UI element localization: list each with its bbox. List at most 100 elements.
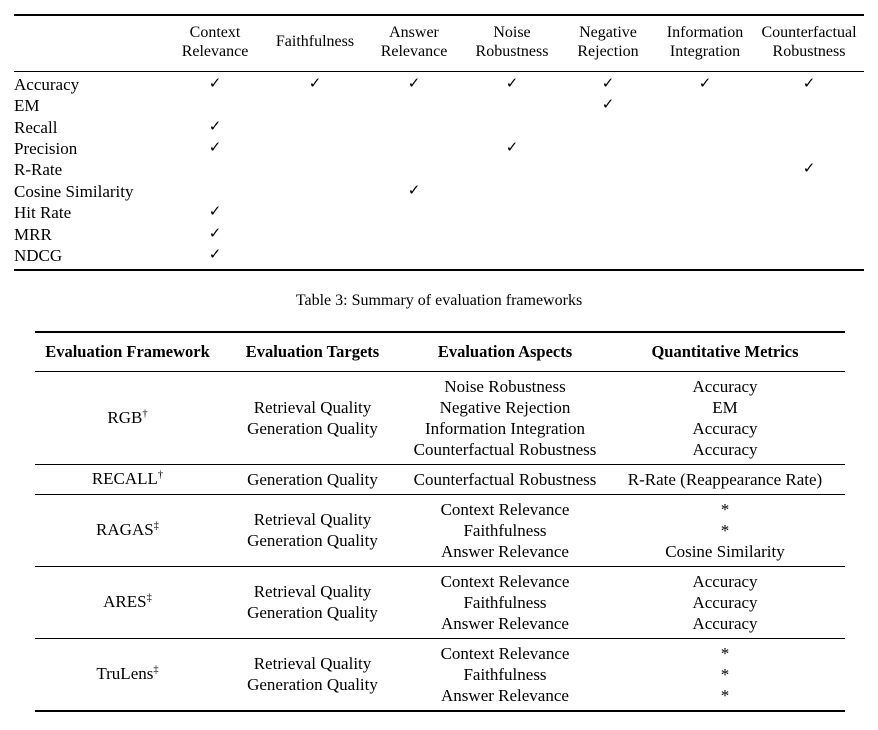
empty-cell [754, 202, 864, 223]
target-line: Retrieval Quality [253, 654, 372, 674]
framework-name: RECALL [91, 469, 158, 489]
empty-cell [656, 95, 754, 116]
metric-line: R-Rate (Reappearance Rate) [627, 469, 823, 489]
target-line: Retrieval Quality [253, 510, 372, 530]
empty-cell [464, 117, 560, 138]
checkmark: ✓ [601, 97, 615, 114]
matrix-column-header: Information Integration [666, 24, 744, 60]
empty-cell [656, 181, 754, 202]
metric-line: * [720, 499, 730, 519]
empty-cell [754, 95, 864, 116]
metric-line: Accuracy [692, 439, 758, 459]
metric-label: Recall [14, 117, 58, 137]
empty-cell [464, 245, 560, 270]
framework-name: TruLens [96, 664, 154, 684]
evaluation-targets-cell: Retrieval Quality Generation Quality [220, 371, 405, 464]
frameworks-column-header: Evaluation Aspects [437, 342, 573, 361]
matrix-row: Accuracy ✓ ✓ ✓ ✓ ✓ ✓ ✓ [14, 71, 864, 95]
empty-cell [164, 95, 266, 116]
empty-cell [656, 117, 754, 138]
framework-footnote-marker: † [157, 469, 164, 481]
checkmark: ✓ [505, 75, 519, 92]
empty-cell [364, 245, 464, 270]
evaluation-targets-cell: Retrieval Quality Generation Quality [220, 566, 405, 638]
empty-cell [560, 181, 656, 202]
metric-label: NDCG [14, 246, 63, 265]
checkmark: ✓ [407, 182, 421, 199]
aspect-line: Counterfactual Robustness [413, 469, 597, 489]
metric-line: Accuracy [692, 592, 758, 612]
frameworks-header-row: Evaluation Framework Evaluation Targets Ev… [35, 332, 845, 372]
empty-cell [364, 159, 464, 180]
matrix-column-header: Counterfactual Robustness [761, 24, 857, 60]
framework-row: ARES‡ Retrieval Quality Generation Quality… [35, 566, 845, 639]
empty-cell [754, 138, 864, 159]
empty-cell [464, 159, 560, 180]
metric-label: MRR [14, 224, 52, 244]
metric-label: Accuracy [14, 74, 80, 94]
metric-label: R-Rate [14, 160, 63, 180]
checkmark: ✓ [208, 204, 222, 221]
framework-name: RGB [107, 407, 143, 427]
quantitative-metrics-cell: * * Cosine Similarity [605, 494, 845, 566]
empty-cell [656, 202, 754, 223]
matrix-body: Accuracy ✓ ✓ ✓ ✓ ✓ ✓ ✓ EM ✓ Recall ✓ Precision ✓ ✓ R-Ra… [14, 71, 864, 270]
matrix-row: EM ✓ [14, 95, 864, 116]
metric-line: EM [712, 397, 738, 417]
evaluation-aspects-cell: Noise Robustness Negative Rejection Inform… [405, 371, 605, 464]
framework-name: RAGAS [96, 520, 154, 540]
evaluation-aspects-cell: Context Relevance Faithfulness Answer Rele… [405, 494, 605, 566]
metric-line: * [720, 520, 730, 540]
empty-cell [464, 181, 560, 202]
checkmark: ✓ [505, 139, 519, 156]
empty-cell [164, 181, 266, 202]
checkmark: ✓ [208, 139, 222, 156]
metric-label: EM [14, 96, 40, 116]
target-line: Generation Quality [247, 418, 378, 438]
framework-footnote-marker: ‡ [153, 664, 159, 676]
metric-line: * [720, 643, 730, 663]
matrix-column-header: Faithfulness [275, 33, 355, 51]
evaluation-targets-cell: Retrieval Quality Generation Quality [220, 638, 405, 711]
target-line: Retrieval Quality [253, 582, 372, 602]
matrix-row: Hit Rate ✓ [14, 202, 864, 223]
frameworks-column-header: Evaluation Targets [245, 342, 380, 361]
frameworks-header: Evaluation Framework Evaluation Targets Ev… [35, 332, 845, 372]
frameworks-summary-table: Evaluation Framework Evaluation Targets Ev… [35, 331, 845, 712]
metric-line: Accuracy [692, 376, 758, 396]
matrix-corner-cell [14, 15, 164, 71]
empty-cell [266, 138, 364, 159]
empty-cell [364, 202, 464, 223]
checkmark: ✓ [698, 75, 712, 92]
aspect-line: Context Relevance [440, 571, 570, 591]
framework-name-cell: RGB† [35, 371, 220, 464]
target-line: Generation Quality [247, 603, 378, 623]
aspect-line: Faithfulness [463, 520, 547, 540]
framework-footnote-marker: † [142, 408, 148, 420]
quantitative-metrics-cell: Accuracy Accuracy Accuracy [605, 566, 845, 638]
metric-line: * [720, 685, 730, 705]
empty-cell [560, 245, 656, 270]
aspect-line: Answer Relevance [441, 685, 569, 705]
target-line: Generation Quality [247, 675, 378, 695]
evaluation-aspects-cell: Counterfactual Robustness [405, 464, 605, 494]
framework-name: ARES [103, 592, 147, 612]
empty-cell [266, 245, 364, 270]
empty-cell [656, 159, 754, 180]
empty-cell [364, 138, 464, 159]
checkmark: ✓ [802, 161, 816, 178]
empty-cell [560, 202, 656, 223]
framework-row: RAGAS‡ Retrieval Quality Generation Qualit… [35, 494, 845, 567]
empty-cell [266, 181, 364, 202]
aspect-line: Context Relevance [440, 499, 570, 519]
matrix-row: NDCG ✓ [14, 245, 864, 270]
empty-cell [754, 224, 864, 245]
evaluation-targets-cell: Generation Quality [220, 464, 405, 494]
evaluation-aspects-cell: Context Relevance Faithfulness Answer Rele… [405, 566, 605, 638]
framework-row: RECALL† Generation Quality Counterfactual … [35, 464, 845, 495]
empty-cell [266, 95, 364, 116]
matrix-row: MRR ✓ [14, 224, 864, 245]
metric-label: Precision [14, 138, 78, 158]
matrix-row: Recall ✓ [14, 117, 864, 138]
